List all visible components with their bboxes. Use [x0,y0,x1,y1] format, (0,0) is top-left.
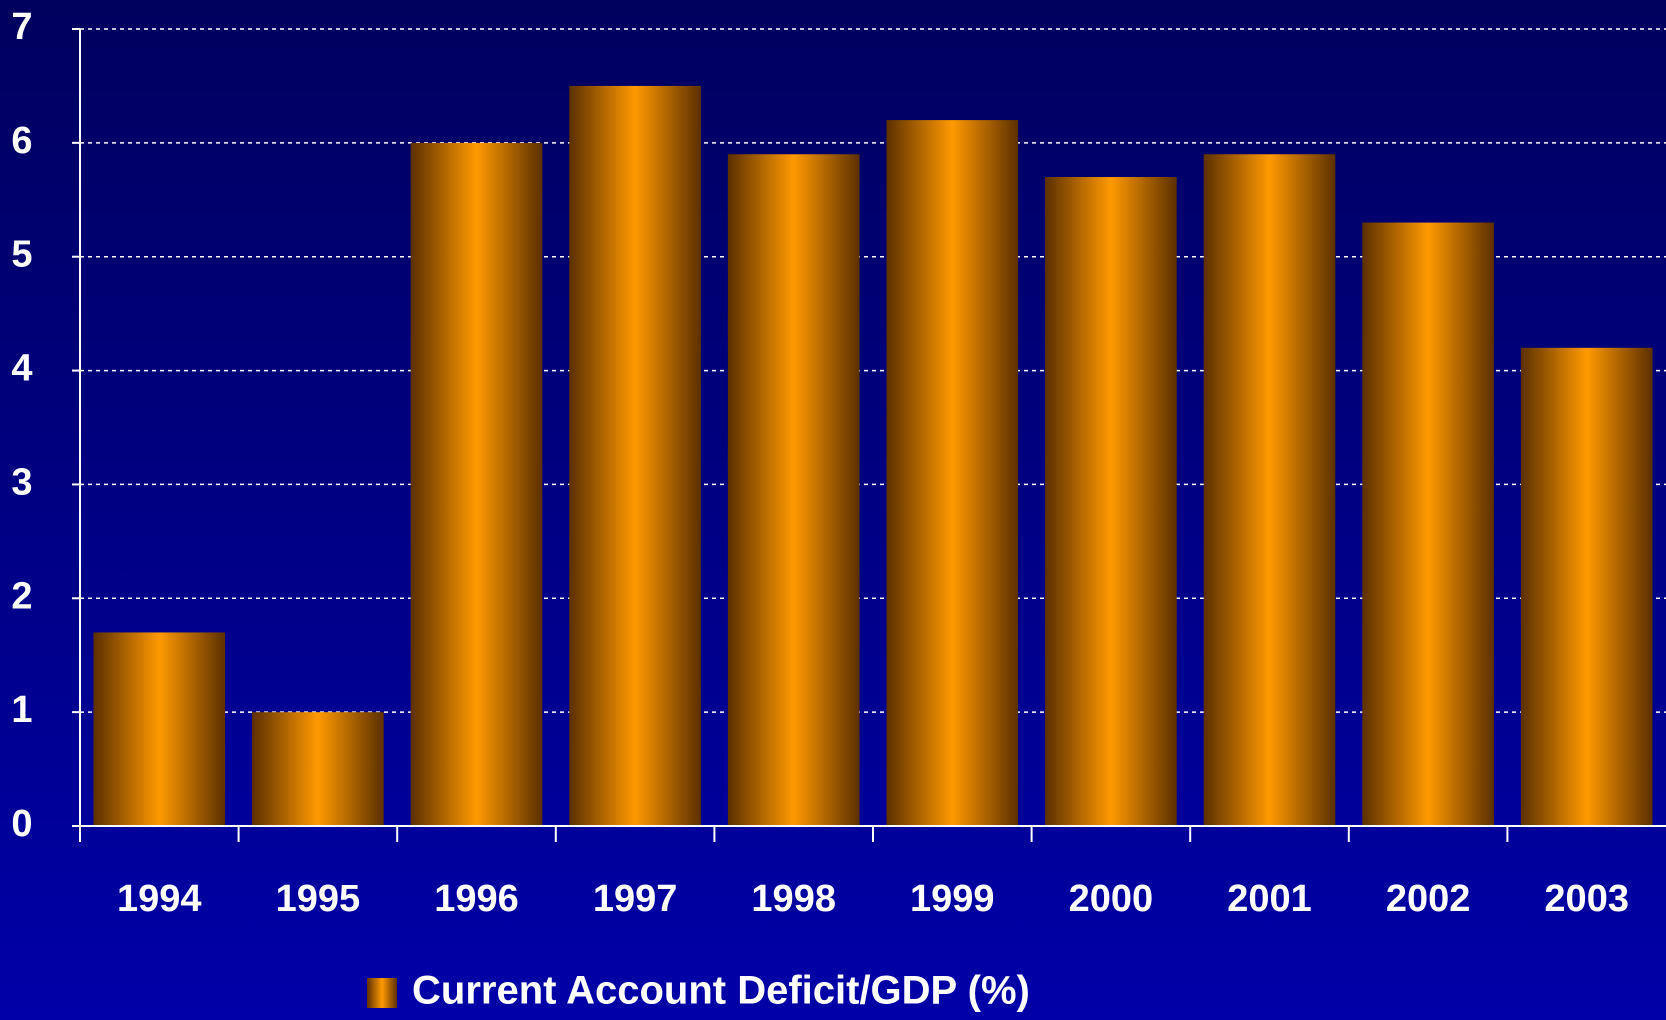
x-tick-label: 1999 [910,878,995,920]
y-tick-label: 7 [11,6,32,48]
y-tick-label: 0 [11,803,32,845]
x-tick-label: 1996 [434,878,519,920]
bar [252,712,384,826]
x-tick-label: 1998 [751,878,836,920]
y-tick-label: 2 [11,575,32,617]
x-tick-label: 2003 [1544,878,1629,920]
bar [1520,347,1653,826]
bar [569,85,701,826]
y-tick-label: 1 [11,689,32,731]
y-tick-label: 6 [11,120,32,162]
legend-swatch [367,978,397,1008]
bar [93,632,226,826]
bar [1362,222,1494,827]
x-tick-label: 1995 [276,878,361,920]
bar [886,120,1019,827]
x-tick-label: 2001 [1227,878,1312,920]
x-tick-label: 2002 [1386,878,1471,920]
bar [1045,177,1177,826]
bar [1203,154,1336,826]
bar [727,154,860,826]
x-tick-label: 1997 [593,878,678,920]
y-tick-label: 4 [11,348,32,390]
legend-label: Current Account Deficit/GDP (%) [412,969,1030,1013]
y-tick-label: 5 [11,234,32,276]
x-tick-label: 2000 [1069,878,1154,920]
x-tick-label: 1994 [117,878,202,920]
bar [410,142,543,826]
y-tick-label: 3 [11,461,32,503]
